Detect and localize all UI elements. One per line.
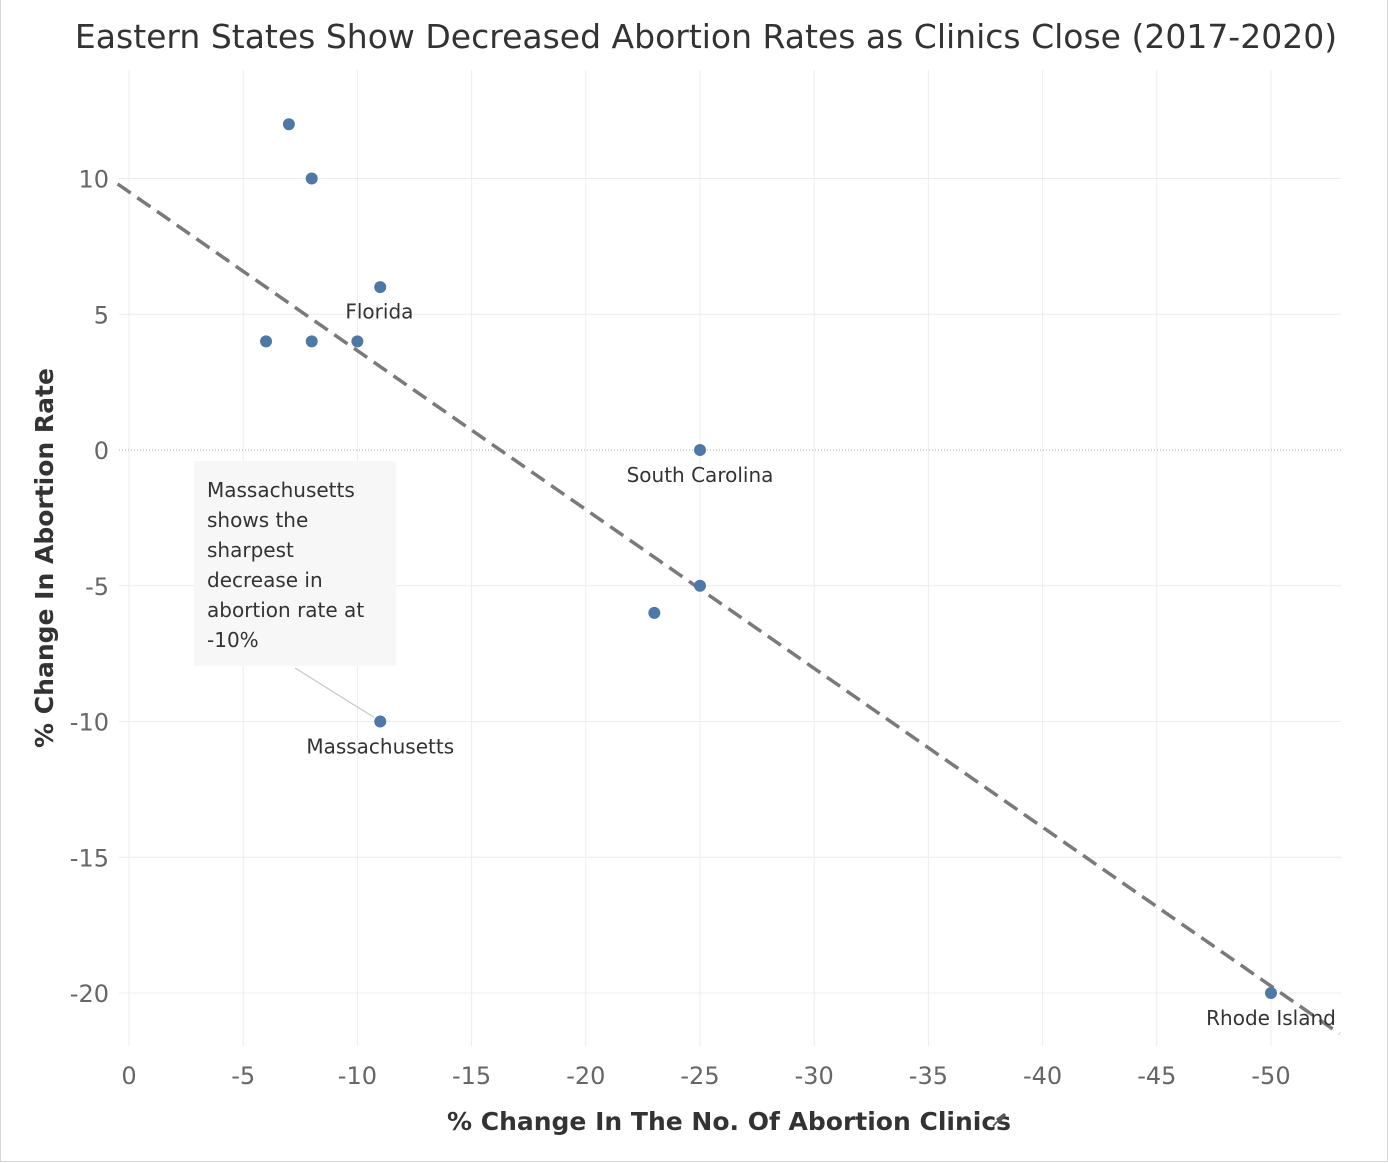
data-point[interactable] — [260, 335, 273, 348]
y-axis-ticks: 10 5 0 -5 -10 -15 -20 — [70, 166, 109, 1009]
y-tick-label: 0 — [94, 437, 109, 465]
x-tick-label: -35 — [909, 1062, 948, 1090]
annotation-line: abortion rate at — [207, 598, 364, 622]
x-tick-label: -25 — [680, 1062, 719, 1090]
data-point[interactable] — [305, 335, 318, 348]
x-tick-label: -20 — [566, 1062, 605, 1090]
data-point[interactable] — [1265, 987, 1277, 999]
data-point[interactable] — [694, 444, 706, 456]
x-axis-ticks: 0 -5 -10 -15 -20 -25 -30 -35 -40 -45 -50 — [121, 1062, 1290, 1090]
x-axis-title: % Change In The No. Of Abortion Clinics — [447, 1107, 1011, 1136]
data-point[interactable] — [305, 172, 318, 185]
annotation-box — [194, 461, 396, 666]
data-point[interactable] — [351, 335, 364, 348]
y-tick-label: -20 — [70, 980, 109, 1008]
point-label: Rhode Island — [1206, 1006, 1336, 1030]
x-tick-label: -30 — [795, 1062, 834, 1090]
annotation-line: Massachusetts — [207, 478, 355, 502]
annotation-callout: Massachusetts shows the sharpest decrease i… — [194, 461, 396, 719]
y-tick-label: 10 — [78, 166, 109, 194]
data-point[interactable] — [282, 118, 295, 131]
chart-title: Eastern States Show Decreased Abortion R… — [75, 17, 1337, 56]
point-label: Florida — [345, 299, 413, 323]
x-tick-label: -10 — [338, 1062, 377, 1090]
annotation-line: sharpest — [207, 538, 294, 562]
x-tick-label: -5 — [231, 1062, 255, 1090]
y-axis-title: % Change In Abortion Rate — [30, 368, 59, 748]
pin-icon[interactable] — [992, 1113, 1006, 1127]
point-labels: Florida South Carolina Massachusetts Rhode … — [306, 299, 1335, 1030]
annotation-line: shows the — [207, 508, 308, 532]
point-label: Massachusetts — [306, 735, 454, 759]
x-tick-label: -50 — [1251, 1062, 1290, 1090]
x-tick-label: -45 — [1137, 1062, 1176, 1090]
grid-lines — [119, 70, 1341, 1046]
annotation-line: -10% — [207, 628, 259, 652]
point-label: South Carolina — [627, 463, 774, 487]
data-points — [260, 118, 1277, 999]
data-point[interactable] — [374, 281, 387, 294]
x-tick-label: 0 — [121, 1062, 136, 1090]
x-tick-label: -40 — [1023, 1062, 1062, 1090]
y-tick-label: -5 — [85, 573, 109, 601]
y-tick-label: -15 — [70, 844, 109, 872]
data-point[interactable] — [648, 606, 661, 619]
annotation-line: decrease in — [207, 568, 323, 592]
y-tick-label: -10 — [70, 709, 109, 737]
data-point[interactable] — [694, 579, 706, 592]
annotation-leader-line — [294, 667, 375, 719]
x-tick-label: -15 — [452, 1062, 491, 1090]
y-tick-label: 5 — [94, 301, 109, 329]
trend-line — [116, 182, 1341, 1036]
data-point[interactable] — [374, 715, 387, 728]
